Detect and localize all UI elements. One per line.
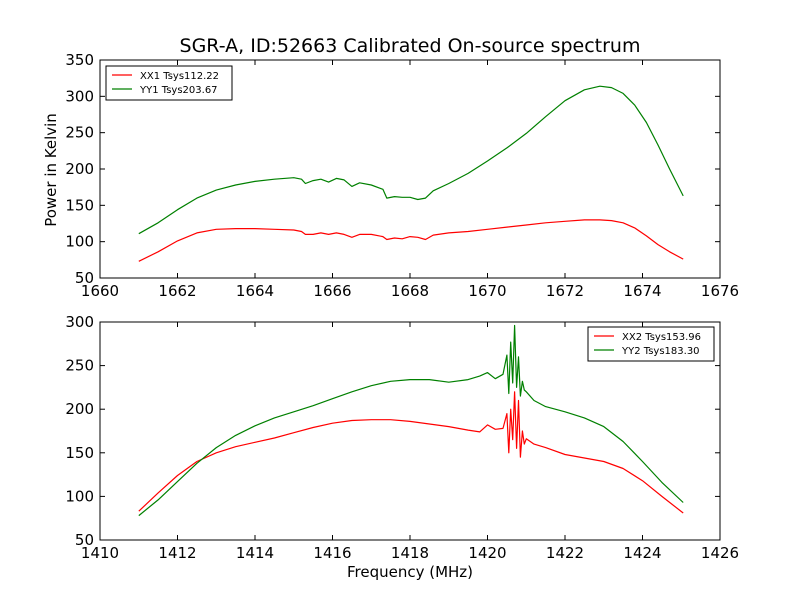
y-axis-label: Power in Kelvin [42, 113, 60, 227]
x-tick-label: 1414 [236, 544, 274, 562]
y-tick-label: 150 [65, 444, 94, 462]
y-tick-label: 150 [65, 196, 94, 214]
chart-title: SGR-A, ID:52663 Calibrated On-source spe… [180, 35, 641, 57]
x-tick-label: 1410 [81, 544, 119, 562]
legend-box [587, 326, 715, 362]
x-tick-label: 1666 [313, 282, 351, 300]
x-axis-label: Frequency (MHz) [347, 563, 473, 581]
series-line-1-0 [138, 391, 684, 514]
x-tick-label: 1416 [313, 544, 351, 562]
top-panel: 1660 1662 1664 1666 1668 1670 1672 1674 1676 50 10… [65, 51, 739, 300]
series-line-1-1 [138, 324, 684, 517]
legend-box [105, 65, 233, 101]
y-tick-label: 250 [65, 124, 94, 142]
y-tick-label: 300 [65, 87, 94, 105]
x-tick-label: 1422 [546, 544, 584, 562]
x-tick-label: 1664 [236, 282, 274, 300]
y-tick-label: 200 [65, 400, 94, 418]
y-tick-label: 350 [65, 51, 94, 69]
x-tick-label: 1670 [468, 282, 506, 300]
x-tick-label: 1418 [391, 544, 429, 562]
series-line-0-1 [138, 85, 684, 235]
legend-entry: XX1 Tsys112.22 [140, 71, 219, 82]
x-tick-label: 1412 [158, 544, 196, 562]
y-tick-label: 200 [65, 160, 94, 178]
y-tick-label: 50 [75, 531, 94, 549]
y-tick-label: 100 [65, 487, 94, 505]
x-tick-label: 1660 [81, 282, 119, 300]
legend-entry: YY2 Tsys183.30 [621, 346, 700, 357]
x-tick-label: 1672 [546, 282, 584, 300]
y-tick-label: 100 [65, 233, 94, 251]
x-tick-label: 1420 [468, 544, 506, 562]
x-tick-label: 1426 [701, 544, 739, 562]
x-tick-label: 1662 [158, 282, 196, 300]
x-tick-label: 1676 [701, 282, 739, 300]
x-tick-label: 1668 [391, 282, 429, 300]
legend-entry: YY1 Tsys203.67 [139, 85, 218, 96]
x-tick-label: 1674 [623, 282, 661, 300]
legend-entry: XX2 Tsys153.96 [622, 332, 701, 343]
x-tick-label: 1424 [623, 544, 661, 562]
bottom-panel: 1410 1412 1414 1416 1418 1420 1422 1424 1426 50 10… [65, 313, 739, 562]
y-tick-label: 300 [65, 313, 94, 331]
y-tick-label: 50 [75, 269, 94, 287]
y-tick-label: 250 [65, 357, 94, 375]
series-line-0-0 [138, 219, 684, 262]
